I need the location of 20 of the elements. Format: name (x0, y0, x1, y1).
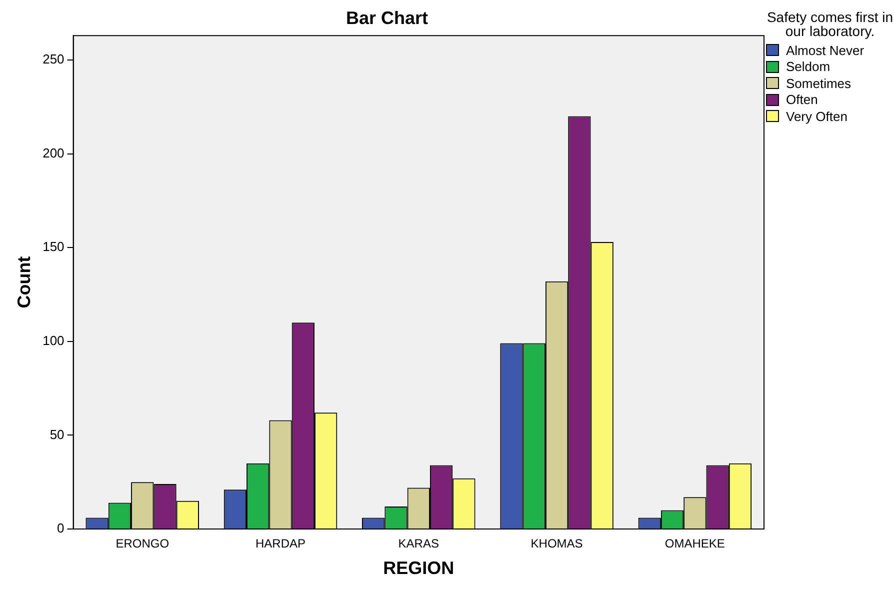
y-tick-label: 50 (50, 426, 64, 442)
y-tick-label: 150 (42, 239, 64, 254)
x-axis-title: REGION (383, 558, 454, 578)
legend-title: Safety comes first in our laboratory. (766, 9, 894, 39)
y-tick-label: 250 (42, 52, 64, 67)
legend-label: Often (786, 92, 818, 108)
x-tick-label: HARDAP (255, 536, 306, 551)
y-tick-label: 200 (42, 145, 64, 160)
legend-label: Almost Never (786, 42, 864, 58)
legend-label: Very Often (786, 108, 848, 124)
y-tick-label: 100 (42, 332, 64, 348)
x-tick-label: KARAS (398, 536, 439, 551)
x-tick-label: OMAHEKE (664, 536, 725, 551)
chart-title: Bar Chart (346, 8, 428, 28)
legend-label: Seldom (786, 59, 830, 74)
x-tick-label: ERONGO (116, 536, 170, 551)
x-tick-label: KHOMAS (530, 536, 583, 551)
y-axis-title: Count (14, 256, 34, 308)
legend-label: Sometimes (786, 76, 852, 91)
y-tick-label: 0 (57, 520, 64, 536)
